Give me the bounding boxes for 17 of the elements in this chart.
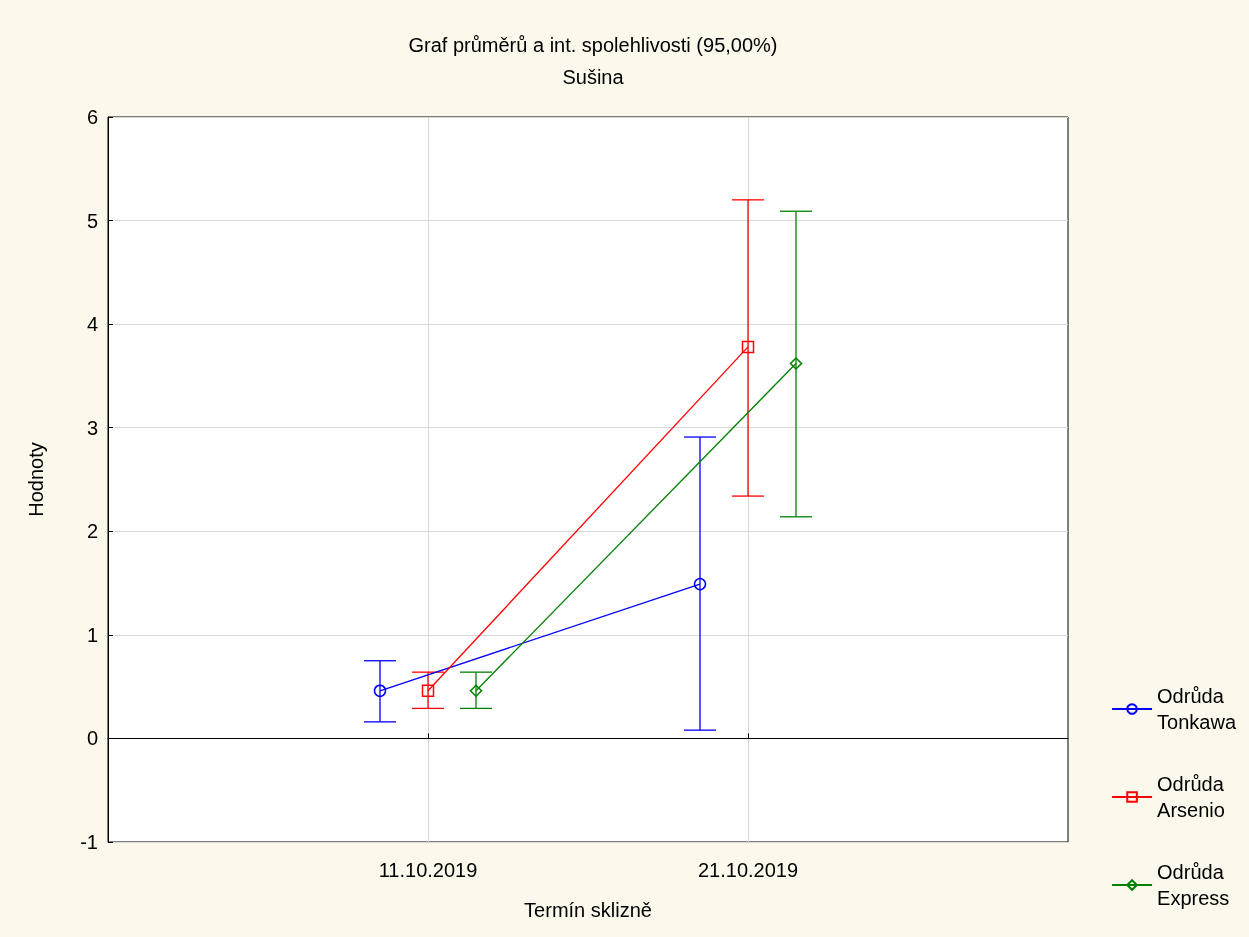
x-axis-title: Termín sklizně: [524, 899, 652, 921]
y-axis-title: Hodnoty: [25, 442, 47, 517]
legend-label: Odrůda Arsenio: [1157, 773, 1225, 821]
y-tick-label: -1: [80, 831, 98, 853]
y-tick-label: 3: [86, 416, 98, 439]
y-tick-label: 2: [86, 520, 98, 543]
chart-subtitle: Sušina: [562, 66, 625, 88]
y-tick-label: 1: [86, 623, 98, 646]
chart-title: Graf průměrů a int. spolehlivosti (95,00%): [408, 34, 778, 56]
y-tick-label: 6: [86, 106, 98, 128]
x-tick-label: 11.10.2019: [378, 859, 478, 881]
legend-label: Odrůda Tonkawa: [1157, 685, 1237, 733]
y-tick-label: 4: [86, 313, 98, 336]
x-tick-label: 21.10.2019: [697, 859, 799, 881]
y-tick-label: 5: [86, 209, 98, 232]
y-tick-label: 0: [86, 727, 98, 750]
legend-label: Odrůda Express: [1157, 861, 1230, 909]
